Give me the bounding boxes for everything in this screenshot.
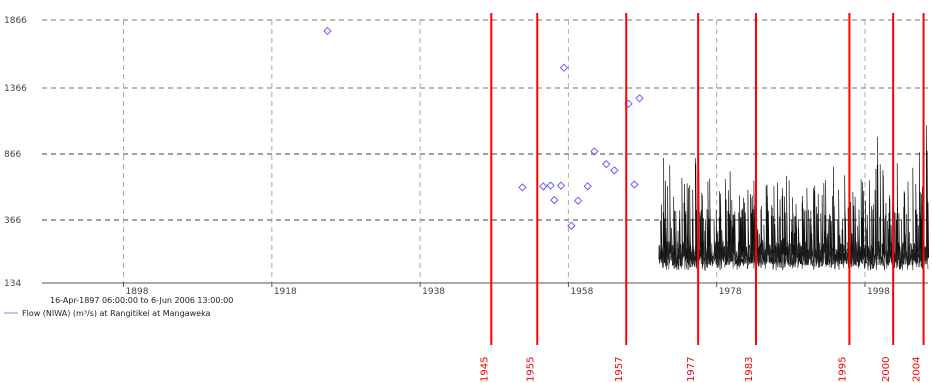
scatter-point-8 (546, 181, 555, 190)
scatter-point-6 (610, 166, 619, 175)
scatter-point-7 (630, 180, 639, 189)
x-tick-label-1998: 1998 (867, 287, 890, 297)
y-tick-label-1866: 1866 (4, 16, 27, 26)
marker-label-1957: 1957 (614, 357, 625, 382)
continuous-flow-trace (658, 125, 930, 271)
scatter-point-15 (567, 221, 576, 230)
event-markers: 1945 1955 1957 1977 1983 1995 2000 2004 (479, 13, 925, 382)
y-tick-label-366: 366 (4, 216, 21, 226)
scatter-point-4 (590, 147, 599, 156)
y-tick-label-866: 866 (4, 150, 21, 160)
info-block: 16-Apr-1897 06:00:00 to 6-Jun 2006 13:00… (4, 296, 233, 318)
scatter-points (323, 26, 644, 230)
legend-label: Flow (NIWA) (m³/s) at Rangitikei at Mang… (22, 309, 211, 318)
marker-label-2004: 2004 (912, 357, 923, 382)
y-tick-label-1366: 1366 (4, 84, 27, 94)
x-tick-label-1918: 1918 (274, 287, 297, 297)
x-tick-label-1898: 1898 (126, 287, 149, 297)
scatter-point-14 (573, 196, 583, 205)
scatter-point-11 (539, 182, 548, 191)
x-tick-label-1978: 1978 (719, 287, 742, 297)
marker-label-1955: 1955 (525, 357, 536, 382)
marker-label-1945: 1945 (479, 357, 490, 382)
y-tick-labels: 134 366 866 1366 1866 (4, 16, 27, 289)
marker-label-1983: 1983 (744, 357, 755, 382)
date-range-label: 16-Apr-1897 06:00:00 to 6-Jun 2006 13:00… (50, 296, 233, 305)
y-tick-label-134: 134 (4, 279, 21, 289)
marker-label-1995: 1995 (837, 357, 848, 382)
scatter-point-2 (635, 94, 644, 103)
flow-trace-band (658, 240, 929, 271)
scatter-point-5 (602, 160, 611, 169)
scatter-point-10 (518, 183, 527, 192)
scatter-point-1 (559, 63, 569, 72)
x-tick-labels: 1898 1918 1938 1958 1978 1998 (123, 283, 890, 297)
scatter-point-12 (556, 181, 566, 190)
flow-trace-line (658, 125, 930, 268)
scatter-point-13 (550, 195, 559, 205)
scatter-point-0 (323, 26, 332, 36)
x-tick-label-1958: 1958 (570, 287, 593, 297)
marker-label-2000: 2000 (881, 357, 892, 382)
x-tick-label-1938: 1938 (422, 287, 445, 297)
scatter-point-9 (583, 182, 592, 191)
marker-label-1977: 1977 (686, 357, 697, 382)
